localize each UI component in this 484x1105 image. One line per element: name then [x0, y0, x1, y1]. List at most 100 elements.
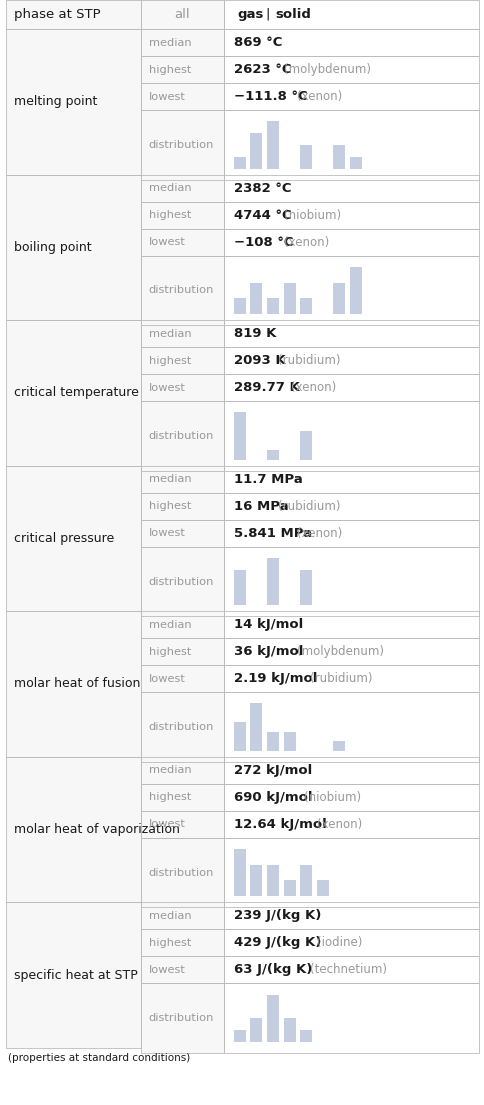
Bar: [6, 465, 140, 611]
Bar: [223, 110, 478, 180]
Text: (rubidium): (rubidium): [277, 499, 339, 513]
Text: highest: highest: [149, 64, 191, 74]
Bar: [140, 375, 223, 401]
Bar: [349, 157, 361, 169]
Bar: [223, 375, 478, 401]
Text: |: |: [265, 8, 270, 21]
Text: (rubidium): (rubidium): [309, 672, 372, 685]
Bar: [140, 493, 223, 519]
Bar: [267, 558, 278, 606]
Text: 819 K: 819 K: [233, 327, 275, 340]
Bar: [140, 665, 223, 693]
Bar: [140, 693, 223, 761]
Bar: [333, 283, 345, 314]
Bar: [223, 347, 478, 375]
Bar: [140, 956, 223, 983]
Bar: [140, 757, 223, 783]
Bar: [223, 547, 478, 617]
Bar: [140, 757, 223, 783]
Text: (xenon): (xenon): [284, 235, 329, 249]
Bar: [300, 1030, 312, 1042]
Bar: [223, 401, 478, 471]
Bar: [140, 693, 223, 761]
Bar: [300, 570, 312, 606]
Bar: [223, 401, 478, 471]
Bar: [223, 201, 478, 229]
Bar: [233, 157, 245, 169]
Bar: [140, 547, 223, 617]
Bar: [223, 320, 478, 347]
Text: 2623 °C: 2623 °C: [233, 63, 290, 76]
Bar: [223, 83, 478, 111]
Bar: [233, 849, 245, 896]
Bar: [6, 611, 140, 757]
Bar: [140, 255, 223, 325]
Bar: [267, 865, 278, 896]
Bar: [6, 29, 140, 175]
Bar: [223, 375, 478, 401]
Bar: [223, 29, 478, 56]
Bar: [223, 201, 478, 229]
Bar: [140, 83, 223, 111]
Bar: [140, 29, 223, 56]
Bar: [223, 983, 478, 1053]
Bar: [223, 347, 478, 375]
Text: (niobium): (niobium): [303, 791, 360, 803]
Bar: [140, 783, 223, 811]
Bar: [140, 838, 223, 907]
Bar: [140, 493, 223, 519]
Text: (technetium): (technetium): [309, 964, 386, 977]
Bar: [140, 320, 223, 347]
Bar: [223, 611, 478, 639]
Text: highest: highest: [149, 502, 191, 512]
Bar: [140, 983, 223, 1053]
Bar: [223, 903, 478, 929]
Bar: [223, 320, 478, 347]
Text: (iodine): (iodine): [316, 936, 361, 949]
Text: distribution: distribution: [149, 577, 214, 587]
Bar: [233, 570, 245, 606]
Bar: [140, 465, 223, 493]
Text: highest: highest: [149, 210, 191, 220]
Bar: [233, 412, 245, 460]
Bar: [140, 401, 223, 471]
Bar: [223, 838, 478, 907]
Bar: [140, 639, 223, 665]
Bar: [140, 983, 223, 1053]
Text: median: median: [149, 328, 191, 338]
Bar: [140, 0, 223, 29]
Bar: [6, 0, 140, 29]
Bar: [267, 450, 278, 460]
Text: distribution: distribution: [149, 1013, 214, 1023]
Bar: [6, 320, 140, 465]
Bar: [349, 266, 361, 314]
Bar: [140, 838, 223, 907]
Bar: [300, 431, 312, 460]
Text: median: median: [149, 766, 191, 776]
Text: 2.19 kJ/mol: 2.19 kJ/mol: [233, 672, 317, 685]
Text: −108 °C: −108 °C: [233, 235, 292, 249]
Bar: [140, 465, 223, 493]
Text: (xenon): (xenon): [297, 91, 342, 103]
Bar: [223, 611, 478, 639]
Bar: [223, 110, 478, 180]
Text: gas: gas: [237, 8, 263, 21]
Bar: [250, 1018, 262, 1042]
Text: (properties at standard conditions): (properties at standard conditions): [8, 1053, 190, 1063]
Text: (molybdenum): (molybdenum): [284, 63, 370, 76]
Bar: [223, 956, 478, 983]
Bar: [223, 929, 478, 956]
Text: critical temperature: critical temperature: [14, 387, 138, 399]
Text: melting point: melting point: [14, 95, 97, 108]
Bar: [140, 519, 223, 547]
Bar: [6, 175, 140, 320]
Bar: [223, 757, 478, 783]
Text: critical pressure: critical pressure: [14, 532, 114, 545]
Text: 4744 °C: 4744 °C: [233, 209, 290, 222]
Bar: [223, 229, 478, 255]
Bar: [140, 201, 223, 229]
Text: lowest: lowest: [149, 528, 185, 538]
Bar: [223, 757, 478, 783]
Text: 12.64 kJ/mol: 12.64 kJ/mol: [233, 818, 326, 831]
Text: 14 kJ/mol: 14 kJ/mol: [233, 618, 302, 631]
